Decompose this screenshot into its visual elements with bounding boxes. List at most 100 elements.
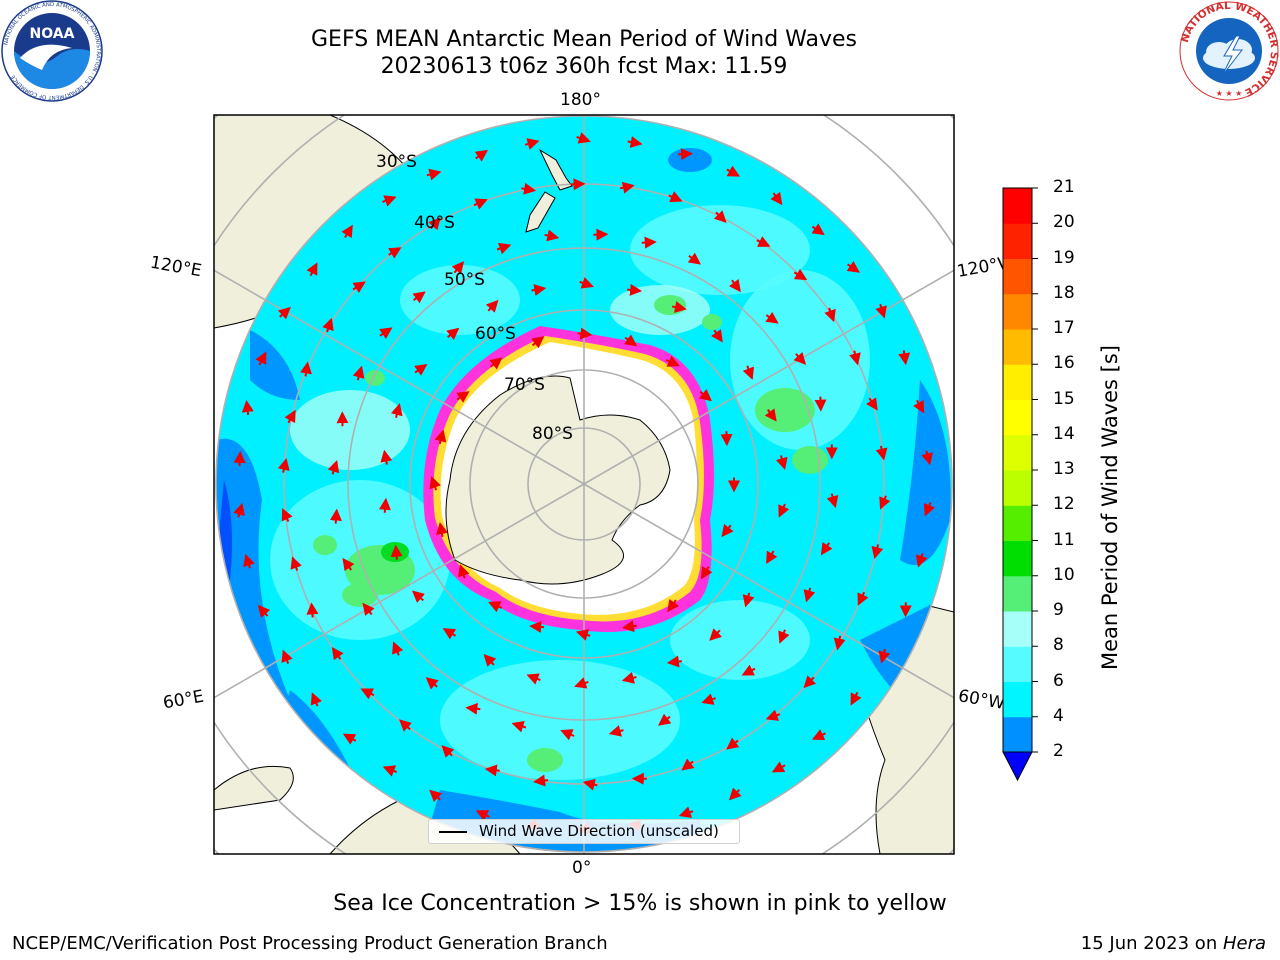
footer-credit: NCEP/EMC/Verification Post Processing Pr… bbox=[12, 933, 608, 954]
lat-label-80s: 80°S bbox=[532, 424, 573, 444]
wind-wave-arrow bbox=[533, 774, 549, 787]
colorbar-tick-label: 15 bbox=[1053, 388, 1075, 409]
new-zealand bbox=[538, 148, 573, 191]
svg-text:NOAA: NOAA bbox=[30, 26, 75, 42]
wind-wave-arrow bbox=[284, 409, 296, 424]
wind-wave-arrow bbox=[300, 361, 312, 377]
wind-wave-arrow bbox=[778, 629, 790, 644]
wind-wave-arrow bbox=[496, 242, 512, 255]
wind-wave-arrow bbox=[720, 431, 733, 447]
colorbar-tick-label: 2 bbox=[1053, 741, 1064, 761]
legend-label: Wind Wave Direction (unscaled) bbox=[479, 822, 719, 840]
wind-wave-arrow bbox=[529, 620, 545, 633]
colorbar-tick-label: 20 bbox=[1053, 212, 1075, 233]
wind-wave-arrow bbox=[878, 648, 891, 664]
wind-wave-arrow bbox=[793, 268, 808, 281]
wind-wave-arrow bbox=[923, 502, 935, 517]
wind-wave-arrow bbox=[672, 301, 687, 313]
wind-wave-arrow bbox=[627, 283, 643, 296]
sea-ice-caption: Sea Ice Concentration > 15% is shown in … bbox=[333, 891, 947, 916]
map-title: GEFS MEAN Antarctic Mean Period of Wind … bbox=[311, 27, 857, 52]
wind-wave-arrow bbox=[765, 709, 781, 721]
footer-machine: Hera bbox=[1222, 933, 1266, 954]
wind-wave-arrow bbox=[846, 261, 860, 273]
wind-wave-arrow bbox=[456, 391, 470, 403]
lon-label-0: 0° bbox=[572, 858, 592, 878]
colorbar-band bbox=[1003, 646, 1032, 682]
wind-wave-arrow bbox=[380, 449, 393, 465]
wind-wave-arrow bbox=[820, 542, 833, 556]
wind-wave-arrow bbox=[681, 758, 695, 771]
wind-wave-arrow bbox=[531, 284, 547, 296]
wind-wave-arrow bbox=[306, 602, 319, 618]
wind-wave-arrow bbox=[778, 503, 790, 518]
lat-label-70s: 70°S bbox=[504, 375, 545, 395]
wind-wave-arrow bbox=[483, 654, 497, 667]
colorbar-tick-label: 18 bbox=[1053, 282, 1075, 303]
wind-wave-arrow bbox=[412, 291, 426, 304]
colorbar-tick-label: 8 bbox=[1053, 635, 1064, 656]
lat-label-60s: 60°S bbox=[475, 324, 516, 344]
wind-wave-arrow bbox=[833, 635, 846, 651]
colorbar-title: Mean Period of Wind Waves [s] bbox=[1098, 345, 1122, 670]
wind-wave-arrow bbox=[329, 508, 342, 524]
wind-wave-arrow bbox=[352, 365, 365, 381]
wind-wave-arrow bbox=[451, 261, 465, 275]
wind-wave-arrow bbox=[281, 508, 293, 523]
wind-wave-arrow bbox=[434, 429, 447, 445]
wind-wave-arrow bbox=[771, 761, 786, 773]
wind-wave-arrow bbox=[915, 553, 928, 568]
wind-wave-arrows bbox=[233, 132, 935, 835]
wind-wave-arrow bbox=[341, 224, 353, 239]
wind-wave-arrow bbox=[582, 778, 598, 791]
svg-text:★ ★ ★: ★ ★ ★ bbox=[1216, 89, 1243, 98]
wind-wave-arrow bbox=[436, 522, 448, 537]
wind-wave-arrow bbox=[665, 355, 680, 367]
wind-wave-arrow bbox=[871, 544, 884, 560]
wind-wave-arrow bbox=[726, 737, 740, 750]
colorbar-band bbox=[1003, 611, 1032, 647]
wind-wave-arrow bbox=[711, 329, 723, 343]
wind-wave-arrow bbox=[770, 191, 783, 206]
wind-wave-arrow bbox=[392, 641, 404, 656]
wind-wave-arrow bbox=[379, 327, 393, 340]
colorbar bbox=[1002, 187, 1038, 782]
wind-wave-arrow bbox=[576, 132, 591, 144]
wind-wave-arrow bbox=[441, 745, 455, 758]
wind-wave-arrow bbox=[875, 303, 887, 319]
wind-wave-arrow bbox=[233, 502, 245, 518]
wind-wave-arrow bbox=[621, 620, 637, 633]
wind-wave-arrow bbox=[488, 601, 503, 613]
africa-landmass bbox=[214, 765, 294, 811]
colorbar-tick-label: 14 bbox=[1053, 423, 1075, 444]
wind-wave-arrow bbox=[475, 810, 490, 821]
wind-wave-arrow bbox=[458, 564, 470, 579]
colorbar-band bbox=[1003, 329, 1032, 365]
wind-wave-arrow bbox=[342, 557, 355, 572]
wind-wave-arrow bbox=[411, 590, 425, 603]
wind-wave-arrow bbox=[826, 493, 839, 509]
lat-label-30s: 30°S bbox=[376, 152, 417, 172]
wind-wave-arrow bbox=[913, 399, 925, 414]
nws-logo: NATIONAL WEATHER SERVICE ★ ★ ★ bbox=[1179, 0, 1280, 101]
wind-wave-arrow bbox=[728, 278, 741, 293]
colorbar-tick-label: 12 bbox=[1053, 494, 1075, 515]
wind-wave-arrow bbox=[668, 191, 683, 203]
wind-wave-arrow bbox=[414, 363, 428, 376]
colorbar-tick-label: 11 bbox=[1053, 529, 1075, 550]
wind-wave-arrow bbox=[700, 566, 713, 580]
colorbar-tick-label: 6 bbox=[1053, 670, 1064, 691]
wind-wave-arrow bbox=[756, 236, 771, 247]
wind-wave-arrow bbox=[342, 733, 357, 745]
colorbar-band bbox=[1003, 434, 1032, 471]
wind-wave-arrow bbox=[560, 729, 575, 741]
wind-wave-arrow bbox=[776, 455, 788, 470]
wind-wave-arrow bbox=[803, 587, 816, 603]
wind-wave-arrow bbox=[233, 451, 246, 466]
map-frame bbox=[213, 114, 955, 855]
wind-wave-arrow bbox=[521, 182, 537, 195]
wind-wave-arrow bbox=[390, 544, 403, 560]
wind-wave-arrow bbox=[322, 317, 334, 333]
wind-wave-arrow bbox=[331, 646, 344, 661]
